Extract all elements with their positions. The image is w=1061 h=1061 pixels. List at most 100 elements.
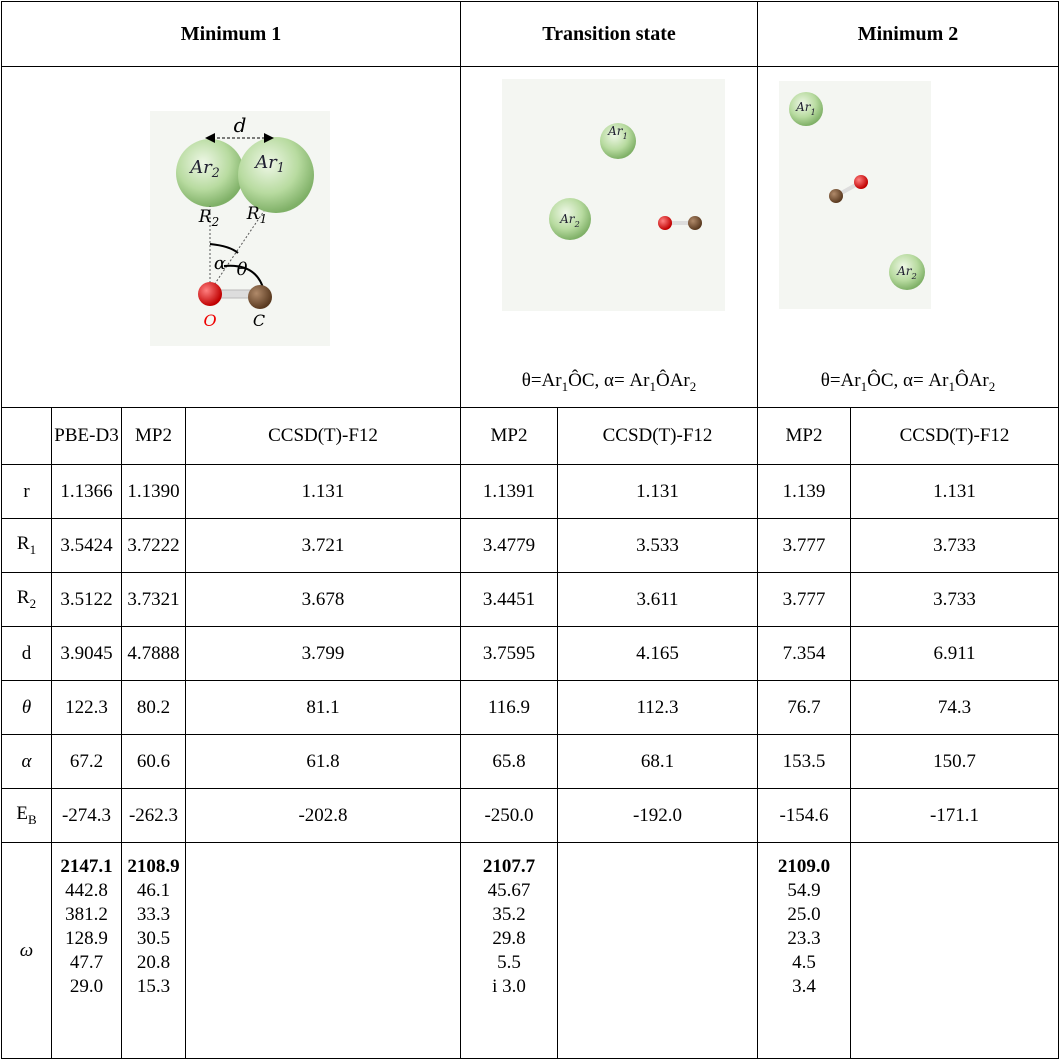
value-cell: 74.3 — [851, 681, 1059, 735]
value-cell: 3.721 — [186, 519, 461, 573]
label-sub: 1 — [811, 107, 816, 117]
value-cell: 3.533 — [558, 519, 758, 573]
value-cell: 1.1390 — [122, 465, 186, 519]
row-label-text: r — [23, 481, 29, 502]
value-cell: 150.7 — [851, 735, 1059, 789]
value-cell: -250.0 — [461, 789, 558, 843]
value-cell: 1.139 — [758, 465, 851, 519]
omega-cell: 2108.946.133.330.520.815.3 — [122, 843, 186, 1059]
omega-value: 5.5 — [461, 951, 557, 975]
value-cell: 122.3 — [52, 681, 122, 735]
row-label-text: θ — [22, 697, 31, 718]
group-header: Transition state — [461, 2, 758, 67]
row-label: θ — [2, 681, 52, 735]
row-label: α — [2, 735, 52, 789]
atom — [238, 137, 314, 213]
caption-part: ÔC, α= Ar — [867, 370, 948, 391]
atom — [854, 175, 868, 189]
value-row: θ122.380.281.1116.9112.376.774.3 — [2, 681, 1059, 735]
value-cell: 4.7888 — [122, 627, 186, 681]
atom — [829, 189, 843, 203]
omega-value: 381.2 — [52, 903, 121, 927]
value-cell: 1.1391 — [461, 465, 558, 519]
label-sub: 2 — [211, 215, 220, 229]
omega-value: 25.0 — [758, 903, 850, 927]
value-cell: 1.131 — [558, 465, 758, 519]
method-header: PBE-D3 — [52, 408, 122, 465]
value-cell: -192.0 — [558, 789, 758, 843]
caption-part: ÔAr — [955, 370, 989, 391]
value-cell: 61.8 — [186, 735, 461, 789]
omega-value: 35.2 — [461, 903, 557, 927]
omega-value: 47.7 — [52, 951, 121, 975]
label-base: Ar — [559, 212, 576, 226]
omega-value: 2147.1 — [52, 855, 121, 879]
row-label: R1 — [2, 519, 52, 573]
label-base: Ar — [795, 100, 812, 114]
row-label: EB — [2, 789, 52, 843]
row-label-text: R — [17, 533, 30, 554]
omega-value: i 3.0 — [461, 975, 557, 999]
value-cell: 112.3 — [558, 681, 758, 735]
value-cell: 3.733 — [851, 573, 1059, 627]
atom-label: C — [253, 311, 265, 330]
label-base: Ar — [607, 124, 624, 138]
omega-cell — [186, 843, 461, 1059]
value-cell: 3.5424 — [52, 519, 122, 573]
omega-value: 3.4 — [758, 975, 850, 999]
value-cell: 3.4779 — [461, 519, 558, 573]
omega-value: 54.9 — [758, 879, 850, 903]
atom — [198, 282, 222, 306]
value-cell: 153.5 — [758, 735, 851, 789]
value-cell: 67.2 — [52, 735, 122, 789]
value-cell: 76.7 — [758, 681, 851, 735]
method-row: PBE-D3MP2CCSD(T)-F12MP2CCSD(T)-F12MP2CCS… — [2, 408, 1059, 465]
group-header: Minimum 1 — [2, 2, 461, 67]
omega-cell — [558, 843, 758, 1059]
caption-part: θ=Ar — [821, 370, 861, 391]
atom — [248, 285, 272, 309]
page: Minimum 1Transition stateMinimum 2dAr2Ar… — [0, 0, 1061, 1061]
method-header: MP2 — [461, 408, 558, 465]
figure-caption: θ=Ar1ÔC, α= Ar1ÔAr2 — [758, 370, 1058, 395]
caption-part: θ=Ar — [522, 370, 562, 391]
caption-part: ÔAr — [656, 370, 690, 391]
omega-value: 29.8 — [461, 927, 557, 951]
atom — [688, 216, 702, 230]
omega-value: 33.3 — [122, 903, 185, 927]
label-base: Ar — [896, 264, 913, 278]
omega-value: 2108.9 — [122, 855, 185, 879]
row-label-text: α — [22, 751, 32, 772]
omega-value: 15.3 — [122, 975, 185, 999]
row-label-text-sub: B — [28, 812, 37, 827]
omega-value: 442.8 — [52, 879, 121, 903]
figure-bg — [150, 111, 330, 346]
value-cell: 3.733 — [851, 519, 1059, 573]
omega-value: 4.5 — [758, 951, 850, 975]
value-cell: 3.9045 — [52, 627, 122, 681]
label-sub: 1 — [277, 160, 285, 175]
figure-cell: Ar1Ar2 θ=Ar1ÔC, α= Ar1ÔAr2 — [461, 67, 758, 408]
value-row: d3.90454.78883.7993.75954.1657.3546.911 — [2, 627, 1059, 681]
row-label-text-sub: 1 — [30, 542, 37, 557]
value-cell: 68.1 — [558, 735, 758, 789]
group-header: Minimum 2 — [758, 2, 1059, 67]
omega-value: 128.9 — [52, 927, 121, 951]
atom — [658, 216, 672, 230]
value-cell: -171.1 — [851, 789, 1059, 843]
value-cell: -202.8 — [186, 789, 461, 843]
value-cell: 1.1366 — [52, 465, 122, 519]
value-row: R23.51223.73213.6783.44513.6113.7773.733 — [2, 573, 1059, 627]
value-cell: 116.9 — [461, 681, 558, 735]
omega-value: 2109.0 — [758, 855, 850, 879]
method-header: MP2 — [758, 408, 851, 465]
label-base: Ar — [253, 152, 278, 173]
value-cell: -154.6 — [758, 789, 851, 843]
figure-caption: θ=Ar1ÔC, α= Ar1ÔAr2 — [461, 370, 757, 395]
value-cell: 3.678 — [186, 573, 461, 627]
